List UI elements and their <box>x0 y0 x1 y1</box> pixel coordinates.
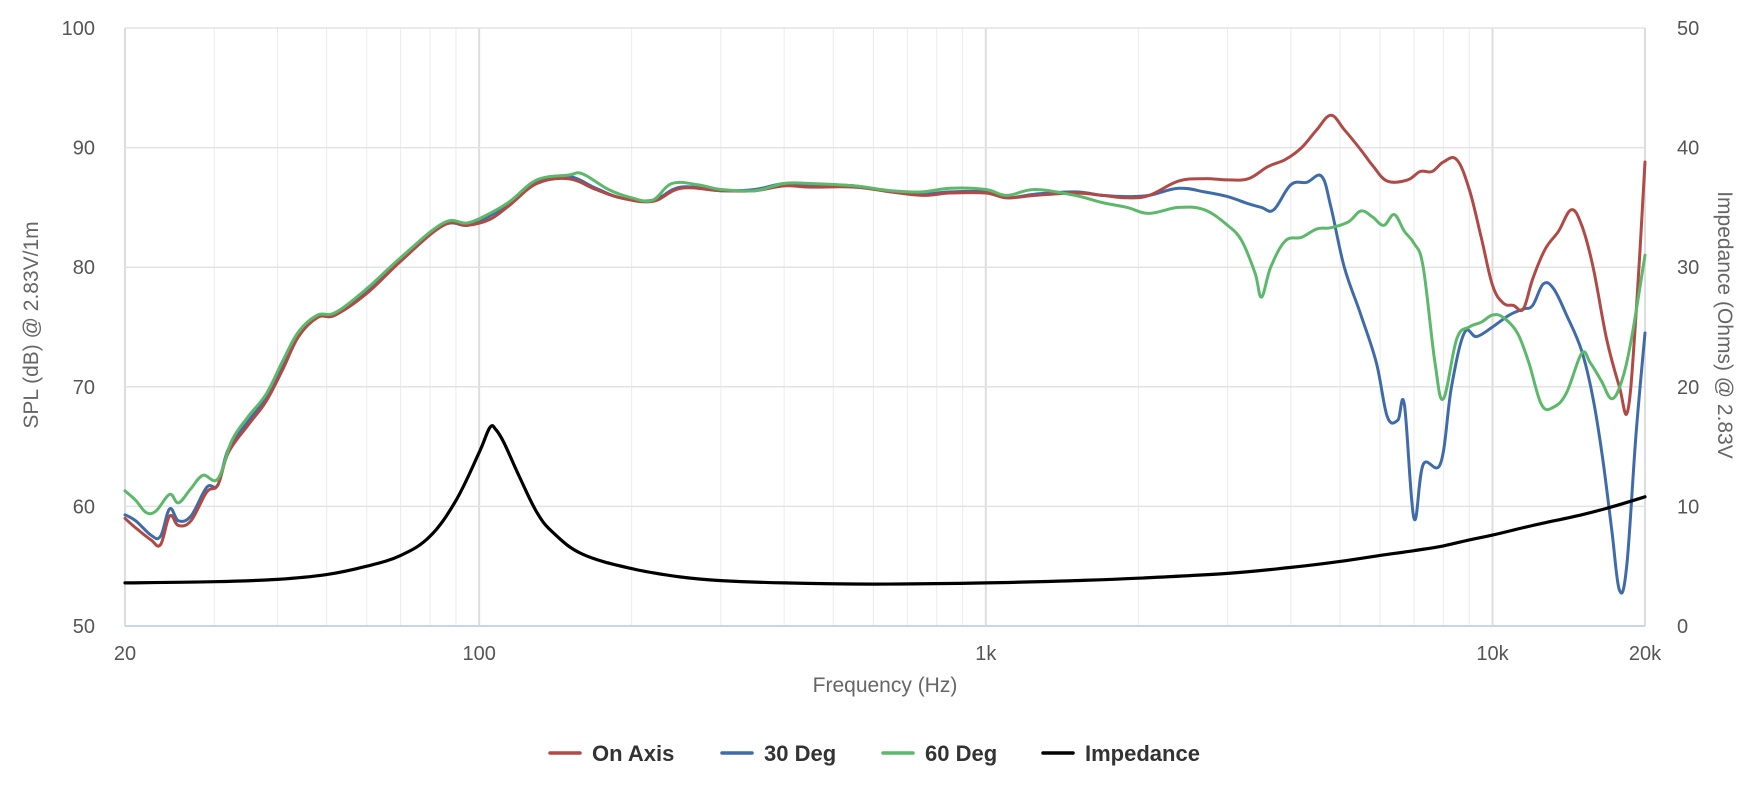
y2-tick-label: 40 <box>1677 138 1699 160</box>
x-tick-label: 20 <box>114 643 136 665</box>
series-line-impedance <box>123 424 1647 586</box>
legend-label-60-deg: 60 Deg <box>925 741 997 766</box>
legend-label-impedance: Impedance <box>1085 741 1200 766</box>
y-axis-left-title: SPL (dB) @ 2.83V/1m <box>20 221 43 428</box>
x-tick-label: 100 <box>462 643 495 665</box>
y-tick-label: 50 <box>73 616 95 638</box>
y-axis-right-ticks: 0 10 20 30 40 50 <box>1677 18 1699 638</box>
y-tick-label: 70 <box>73 377 95 399</box>
major-grid <box>124 27 1646 627</box>
legend: On Axis 30 Deg 60 Deg Impedance <box>548 741 1200 766</box>
x-axis-title: Frequency (Hz) <box>813 674 958 697</box>
x-tick-label: 10k <box>1476 643 1509 665</box>
y-axis-left-ticks: 50 60 70 80 90 100 <box>62 18 95 638</box>
y2-tick-label: 30 <box>1677 257 1699 279</box>
x-tick-label: 1k <box>975 643 997 665</box>
x-tick-label: 20k <box>1629 643 1662 665</box>
y-tick-label: 100 <box>62 18 95 40</box>
series-layer <box>123 113 1647 595</box>
y2-tick-label: 20 <box>1677 377 1699 399</box>
y2-tick-label: 10 <box>1677 496 1699 518</box>
y2-tick-label: 50 <box>1677 18 1699 40</box>
y-tick-label: 90 <box>73 138 95 160</box>
y-tick-label: 60 <box>73 496 95 518</box>
x-axis-ticks: 20 100 1k 10k 20k <box>114 643 1662 665</box>
y-tick-label: 80 <box>73 257 95 279</box>
y-axis-right-title: Impedance (Ohms) @ 2.83V <box>1713 191 1736 459</box>
series-line-60-deg <box>123 171 1647 516</box>
minor-grid <box>124 28 1646 626</box>
legend-label-30-deg: 30 Deg <box>764 741 836 766</box>
y2-tick-label: 0 <box>1677 616 1688 638</box>
series-line-on-axis <box>123 113 1647 548</box>
series-line-30-deg <box>123 173 1647 595</box>
legend-label-on-axis: On Axis <box>592 741 674 766</box>
